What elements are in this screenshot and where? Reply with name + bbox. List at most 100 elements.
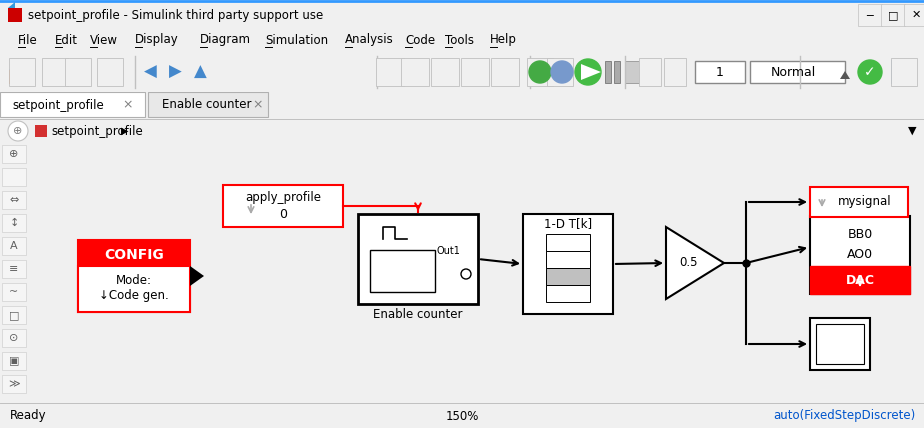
Bar	[546, 268, 590, 285]
Bar	[9, 70, 23, 84]
Bar	[2, 375, 26, 393]
Bar	[42, 58, 68, 86]
Text: AO0: AO0	[847, 247, 873, 261]
Bar	[881, 4, 905, 26]
Text: ⊙: ⊙	[9, 333, 18, 343]
Bar	[2, 329, 26, 347]
Bar	[2, 191, 26, 209]
Bar	[614, 61, 620, 83]
Bar	[695, 61, 745, 83]
Circle shape	[551, 61, 573, 83]
Text: ▶: ▶	[168, 63, 181, 81]
Polygon shape	[8, 2, 15, 8]
Text: □: □	[8, 310, 19, 320]
Polygon shape	[581, 64, 601, 80]
Text: ~: ~	[9, 287, 18, 297]
Bar	[8, 8, 22, 22]
Bar	[810, 318, 870, 370]
Text: Out1: Out1	[436, 246, 460, 256]
Bar	[810, 187, 908, 217]
Bar	[461, 58, 489, 86]
Bar	[67, 67, 81, 83]
Bar	[358, 214, 478, 304]
Text: Edit: Edit	[55, 33, 78, 47]
Text: auto(FixedStepDiscrete): auto(FixedStepDiscrete)	[773, 410, 916, 422]
Bar	[43, 70, 56, 80]
Text: Mode:: Mode:	[116, 273, 152, 286]
Text: ⊕: ⊕	[9, 149, 18, 159]
Polygon shape	[190, 266, 204, 286]
Text: ◀: ◀	[143, 63, 156, 81]
Text: ✓: ✓	[864, 65, 876, 79]
Bar	[433, 60, 457, 84]
Bar	[858, 4, 882, 26]
Bar	[78, 240, 190, 312]
Bar	[605, 61, 611, 83]
Text: Simulation: Simulation	[265, 33, 328, 47]
Text: ▼: ▼	[907, 126, 917, 136]
Text: CONFIG: CONFIG	[104, 248, 164, 262]
Bar	[376, 58, 404, 86]
Text: setpoint_profile - Simulink third party support use: setpoint_profile - Simulink third party …	[28, 9, 323, 21]
Text: ─: ─	[867, 10, 873, 20]
Bar	[2, 260, 26, 278]
Bar	[370, 250, 435, 292]
Text: File: File	[18, 33, 38, 47]
Bar	[523, 214, 613, 314]
Bar	[431, 58, 459, 86]
Bar	[78, 266, 190, 312]
Text: Code: Code	[405, 33, 435, 47]
Text: ×: ×	[123, 98, 133, 112]
Text: ▲: ▲	[194, 63, 206, 81]
Bar	[223, 185, 343, 227]
Text: ≡: ≡	[9, 264, 18, 274]
Bar	[625, 61, 645, 83]
Circle shape	[529, 61, 551, 83]
Text: 1: 1	[716, 65, 723, 78]
Text: BB0: BB0	[847, 228, 872, 241]
Circle shape	[8, 121, 28, 141]
Bar	[65, 58, 91, 86]
Bar	[891, 60, 917, 84]
Bar	[403, 60, 427, 84]
Polygon shape	[840, 71, 850, 79]
Text: ⇔: ⇔	[9, 195, 18, 205]
Bar	[639, 58, 661, 86]
Bar	[2, 214, 26, 232]
Text: Display: Display	[135, 33, 178, 47]
Bar	[401, 58, 429, 86]
Bar	[546, 251, 590, 268]
Bar	[2, 283, 26, 301]
Text: DAC: DAC	[845, 273, 874, 286]
Text: □: □	[888, 10, 898, 20]
Polygon shape	[666, 227, 724, 299]
Bar	[97, 58, 123, 86]
Text: Enable counter: Enable counter	[162, 98, 251, 112]
Text: Enable counter: Enable counter	[373, 307, 463, 321]
Bar	[816, 324, 864, 364]
Bar	[547, 58, 573, 86]
Bar	[2, 145, 26, 163]
Text: Normal: Normal	[771, 65, 816, 78]
Text: View: View	[90, 33, 118, 47]
Bar	[810, 216, 910, 294]
Text: Analysis: Analysis	[345, 33, 394, 47]
Text: apply_profile: apply_profile	[245, 190, 321, 203]
Text: 0: 0	[279, 208, 287, 220]
Text: 150%: 150%	[445, 410, 479, 422]
Bar	[9, 58, 35, 86]
Bar	[664, 58, 686, 86]
Text: setpoint_profile: setpoint_profile	[12, 98, 103, 112]
Circle shape	[858, 60, 882, 84]
Circle shape	[575, 59, 601, 85]
Bar	[377, 60, 401, 84]
Bar	[546, 234, 590, 251]
Bar	[491, 58, 519, 86]
Text: Diagram: Diagram	[200, 33, 251, 47]
Bar	[2, 306, 26, 324]
Bar	[2, 168, 26, 186]
Bar	[35, 125, 47, 137]
Text: ≫: ≫	[8, 379, 19, 389]
Text: mysignal: mysignal	[838, 196, 892, 208]
Text: setpoint_profile: setpoint_profile	[51, 125, 142, 137]
